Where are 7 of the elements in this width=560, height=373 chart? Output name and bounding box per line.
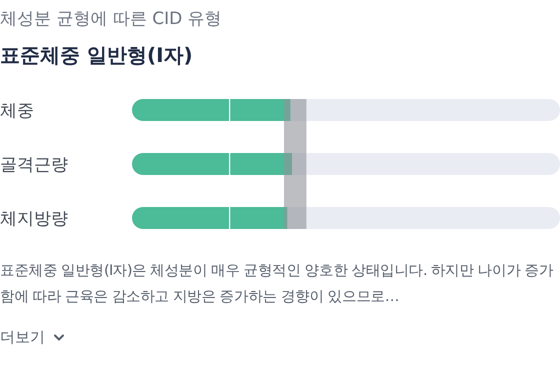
- text: 더보기: [0, 328, 45, 347]
- text: 표준체중 일반형(I자)은 체성분이 매우 균형적인 양호한 상태입니다. 하지만 나이가 증가함에 따라 근육은 감소하고 지방은 증가하는 경향이 있으므로…: [0, 262, 554, 307]
- chart-subtitle: 체성분 균형에 따른 CID 유형: [0, 9, 222, 29]
- y-tick-label: 체중: [0, 101, 34, 121]
- y-tick-label: 체지방량: [0, 209, 68, 229]
- y-tick-label: 골격근량: [0, 155, 68, 175]
- chart-title: 표준체중 일반형(I자): [0, 43, 193, 67]
